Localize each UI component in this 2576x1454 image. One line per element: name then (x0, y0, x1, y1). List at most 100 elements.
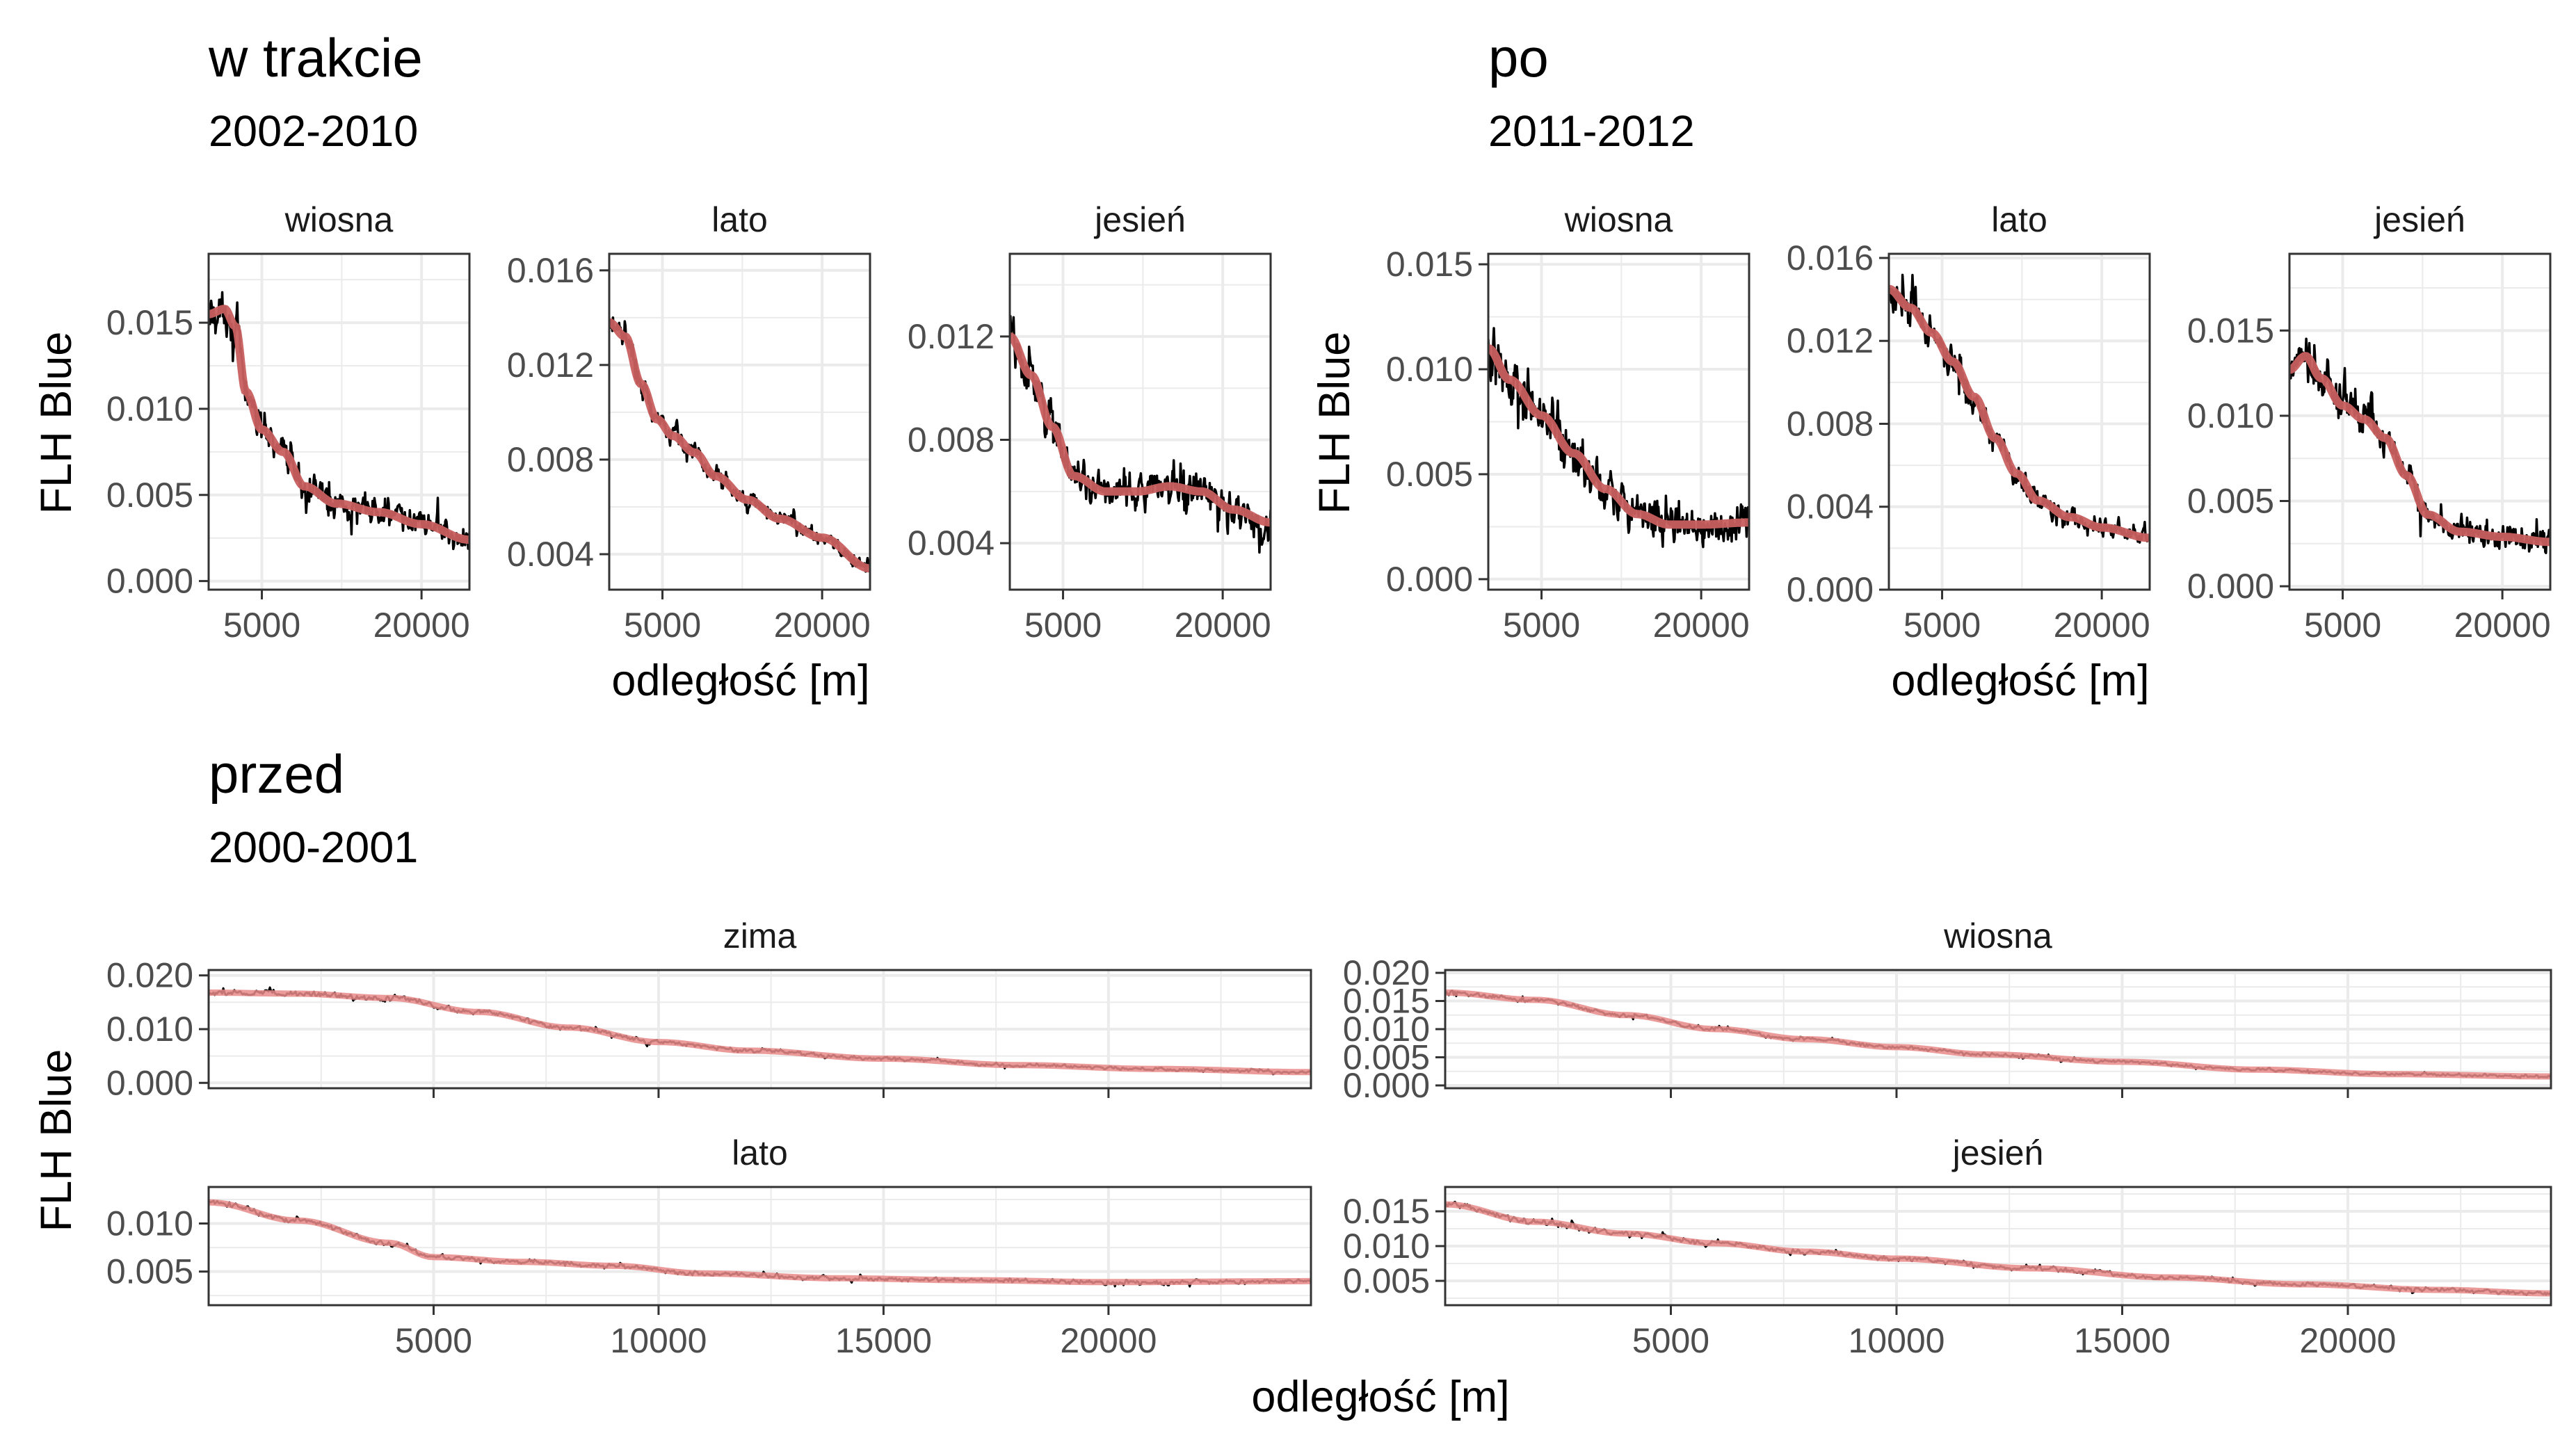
y-tick-label: 0.004 (507, 535, 594, 574)
smooth-trend-line (1010, 332, 1271, 527)
grid (1445, 1187, 2551, 1305)
x-tick-label: 20000 (2299, 1321, 2396, 1360)
smooth-trend-line (2289, 351, 2550, 547)
x-tick-label: 20000 (373, 606, 470, 645)
y-tick-label: 0.000 (106, 1063, 193, 1102)
smooth-trend-line (209, 1199, 1311, 1286)
y-tick-label: 0.010 (106, 1010, 193, 1049)
y-tick-label: 0.015 (1343, 1192, 1430, 1231)
xlabel-po: odległość [m] (1891, 656, 2149, 705)
strip-label: lato (732, 1133, 788, 1172)
x-tick-label: 5000 (1024, 606, 1102, 645)
y-tick-label: 0.000 (1343, 1066, 1430, 1105)
x-tick-label: 20000 (1175, 606, 1271, 645)
panel-background (1889, 254, 2150, 590)
x-tick-label: 5000 (624, 606, 701, 645)
group-przed: przed 2000-2001 FLH Blue odległość [m] (32, 743, 1510, 1421)
y-tick-label: 0.020 (106, 956, 193, 995)
y-tick-label: 0.004 (908, 524, 995, 563)
y-tick-label: 0.000 (2187, 567, 2274, 606)
panel-border (1887, 252, 2151, 591)
y-tick-label: 0.005 (1343, 1037, 1430, 1076)
strip-label: zima (723, 916, 797, 955)
y-tick-label: 0.008 (1787, 404, 1874, 443)
group-w-trakcie: w trakcie 2002-2010 FLH Blue odległość [… (32, 27, 870, 705)
y-tick-label: 0.005 (1386, 455, 1473, 494)
smooth-trend-line (209, 989, 1311, 1076)
panel-border (1008, 252, 1272, 591)
y-tick-label: 0.005 (106, 1252, 193, 1291)
y-tick-label: 0.016 (1787, 239, 1874, 277)
y-tick-label: 0.012 (1787, 321, 1874, 360)
strip-label: wiosna (1564, 200, 1673, 239)
strip-label: jesień (1951, 1133, 2044, 1172)
smooth-trend-line (1445, 1201, 2551, 1297)
group-po: po 2011-2012 FLH Blue odległość [m] (1310, 27, 2150, 705)
panel-1-2: jesień 0.000 0.005 0.010 0.015 5000 20000 (2187, 200, 2552, 645)
ylabel-w-trakcie: FLH Blue (32, 332, 81, 515)
y-tick-label: 0.010 (106, 389, 193, 428)
title-w-trakcie: w trakcie (208, 27, 423, 88)
x-tick-label: 20000 (1653, 606, 1750, 645)
x-tick-label: 10000 (1848, 1321, 1945, 1360)
smooth-trend-line (1445, 989, 2551, 1080)
panel-2-1: lato 0.005 0.010 5000 10000 15000 20000 (106, 1133, 1312, 1360)
panel-2-0: zima 0.000 0.010 0.020 (106, 916, 1312, 1102)
panel-border (608, 252, 871, 591)
grid (2289, 254, 2550, 590)
x-tick-label: 15000 (835, 1321, 932, 1360)
xlabel-przed: odległość [m] (1251, 1373, 1509, 1421)
y-tick-label: 0.000 (106, 562, 193, 601)
y-tick-label: 0.015 (1386, 245, 1473, 284)
y-tick-label: 0.000 (1787, 570, 1874, 609)
panel-background (209, 254, 469, 590)
x-tick-label: 15000 (2074, 1321, 2171, 1360)
y-tick-label: 0.005 (106, 476, 193, 515)
x-tick-label: 5000 (1632, 1321, 1709, 1360)
y-tick-label: 0.005 (2187, 482, 2274, 521)
raw-series-line (1010, 315, 1271, 554)
y-tick-label: 0.010 (2187, 396, 2274, 435)
y-tick-label: 0.016 (507, 251, 594, 290)
grid (209, 970, 1311, 1088)
y-tick-label: 0.010 (106, 1204, 193, 1243)
x-tick-label: 20000 (1060, 1321, 1157, 1360)
strip-label: wiosna (284, 200, 394, 239)
grid (209, 1187, 1311, 1305)
y-tick-label: 0.012 (507, 346, 594, 385)
panel-border (2288, 252, 2552, 591)
panel-1-0: wiosna 0.000 0.005 0.010 0.015 5000 20000 (1386, 200, 1750, 645)
y-tick-label: 0.010 (1343, 1010, 1430, 1049)
x-tick-label: 5000 (223, 606, 300, 645)
x-tick-label: 20000 (2054, 606, 2150, 645)
y-tick-label: 0.010 (1386, 350, 1473, 389)
subtitle-po: 2011-2012 (1488, 107, 1695, 156)
strip-label: jesień (2373, 200, 2465, 239)
y-tick-label: 0.010 (1343, 1227, 1430, 1266)
y-tick-label: 0.008 (507, 440, 594, 479)
y-tick-label: 0.004 (1787, 487, 1874, 526)
ylabel-po: FLH Blue (1310, 332, 1359, 515)
panel-0-2: jesień 0.004 0.008 0.012 5000 20000 (908, 200, 1272, 645)
panel-border (207, 1186, 1312, 1307)
panel-0-1: lato 0.004 0.008 0.012 0.016 5000 20000 (507, 200, 871, 645)
strip-label: wiosna (1943, 916, 2052, 955)
y-tick-label: 0.000 (1386, 560, 1473, 599)
panel-background (209, 1187, 1311, 1305)
x-tick-label: 5000 (1503, 606, 1580, 645)
y-tick-label: 0.012 (908, 317, 995, 356)
panel-border (207, 252, 471, 591)
y-tick-label: 0.005 (1343, 1261, 1430, 1300)
panel-border (1487, 252, 1750, 591)
subtitle-przed: 2000-2001 (209, 823, 418, 872)
strip-label: jesień (1093, 200, 1186, 239)
smooth-trend-line (1889, 284, 2150, 542)
x-tick-label: 5000 (2304, 606, 2381, 645)
y-tick-label: 0.008 (908, 421, 995, 460)
y-tick-label: 0.015 (1343, 982, 1430, 1021)
y-tick-label: 0.015 (106, 303, 193, 342)
smooth-trend-line (609, 318, 870, 573)
